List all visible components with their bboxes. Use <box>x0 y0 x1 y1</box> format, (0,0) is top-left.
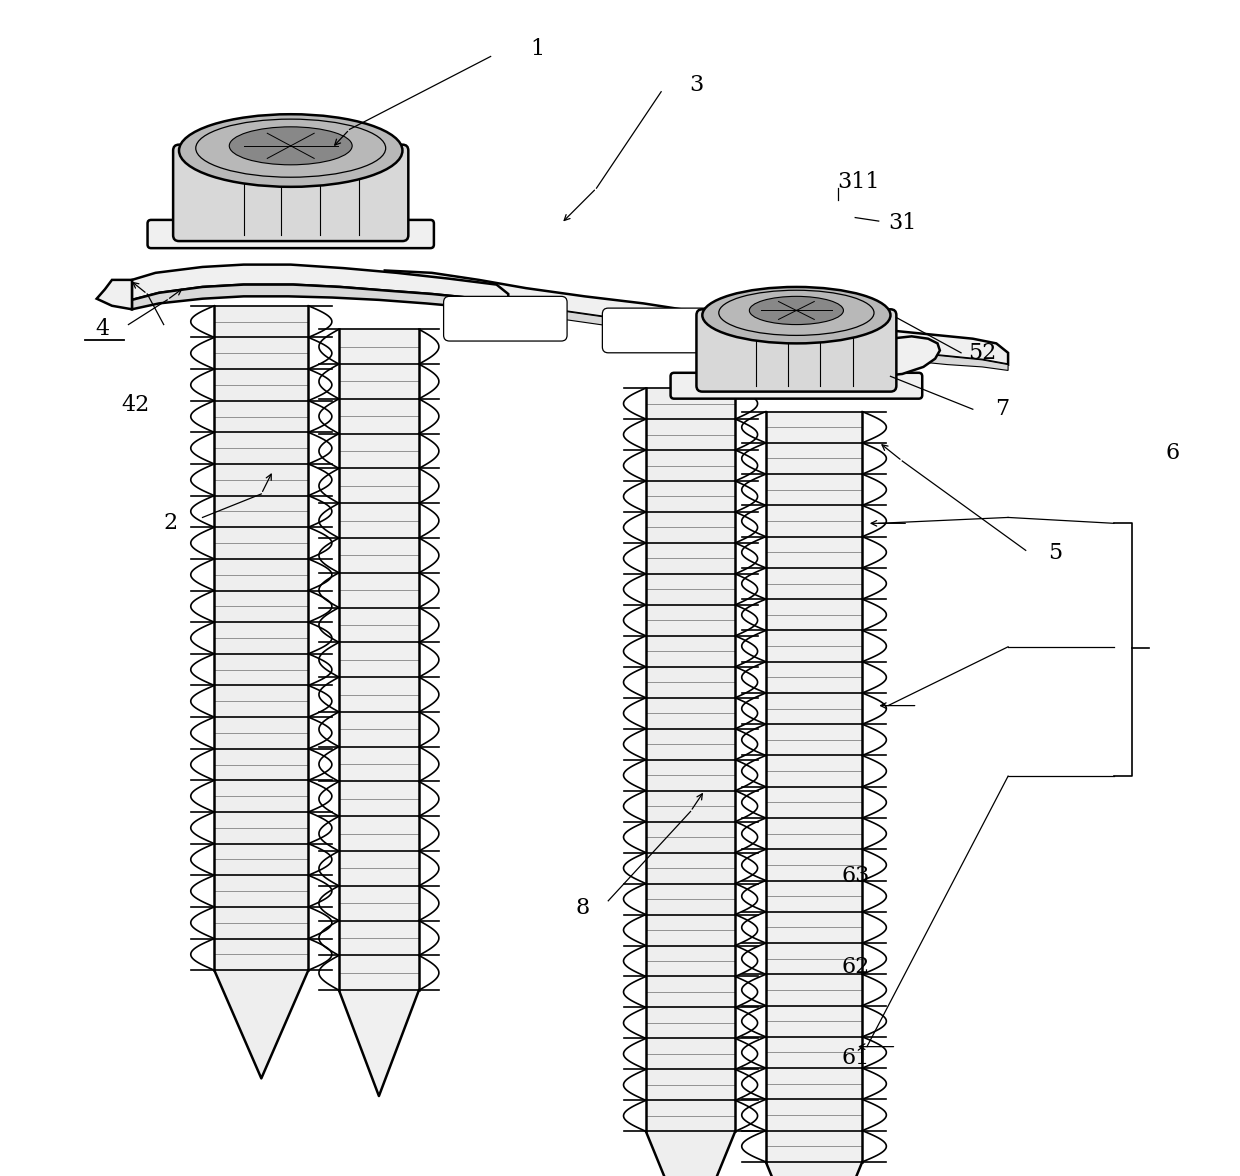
Polygon shape <box>384 287 1008 370</box>
FancyBboxPatch shape <box>697 309 897 392</box>
Polygon shape <box>215 306 309 1078</box>
Polygon shape <box>646 388 735 1176</box>
Ellipse shape <box>749 296 843 325</box>
FancyBboxPatch shape <box>174 145 408 241</box>
FancyBboxPatch shape <box>671 373 923 399</box>
Text: 62: 62 <box>841 956 869 977</box>
Text: 1: 1 <box>531 39 544 60</box>
Polygon shape <box>131 265 508 303</box>
Text: 3: 3 <box>689 74 703 95</box>
Text: 61: 61 <box>841 1048 869 1069</box>
Polygon shape <box>131 285 508 312</box>
Text: 6: 6 <box>1166 442 1179 463</box>
FancyBboxPatch shape <box>603 308 725 353</box>
FancyBboxPatch shape <box>444 296 567 341</box>
Text: 311: 311 <box>837 172 880 193</box>
Ellipse shape <box>229 127 352 165</box>
Ellipse shape <box>702 287 890 343</box>
Text: 7: 7 <box>996 399 1009 420</box>
Polygon shape <box>384 270 1008 365</box>
Polygon shape <box>97 280 131 309</box>
Polygon shape <box>864 336 940 376</box>
Text: 2: 2 <box>164 513 177 534</box>
Text: 42: 42 <box>122 394 150 415</box>
Ellipse shape <box>179 114 403 187</box>
Polygon shape <box>339 329 419 1096</box>
FancyBboxPatch shape <box>148 220 434 248</box>
Text: 31: 31 <box>888 213 916 234</box>
Text: 8: 8 <box>575 897 589 918</box>
Polygon shape <box>766 412 862 1176</box>
Text: 4: 4 <box>95 319 109 340</box>
Text: 63: 63 <box>841 866 869 887</box>
Polygon shape <box>655 332 820 374</box>
Text: 5: 5 <box>1048 542 1063 563</box>
Text: 52: 52 <box>968 342 996 363</box>
